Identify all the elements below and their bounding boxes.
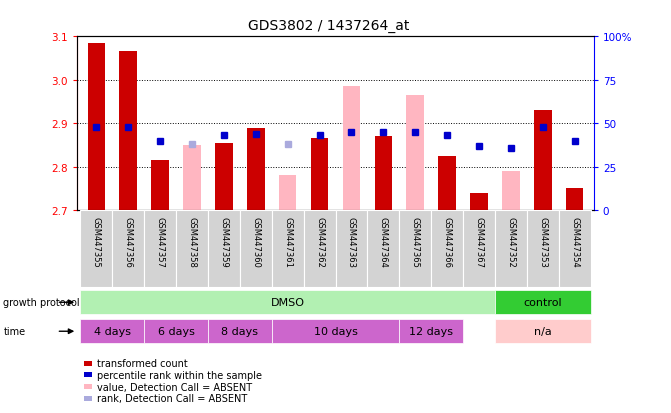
Text: GSM447362: GSM447362 — [315, 217, 324, 268]
Text: GSM447356: GSM447356 — [123, 217, 133, 268]
Bar — [343, 87, 360, 211]
Text: 4 days: 4 days — [94, 326, 131, 337]
Bar — [438, 157, 456, 211]
Text: GSM447360: GSM447360 — [251, 217, 260, 268]
Bar — [272, 319, 399, 344]
Text: GDS3802 / 1437264_at: GDS3802 / 1437264_at — [248, 19, 409, 33]
Text: n/a: n/a — [534, 326, 552, 337]
Bar — [81, 319, 144, 344]
Text: transformed count: transformed count — [97, 358, 188, 368]
Text: GSM447354: GSM447354 — [570, 217, 579, 267]
Bar — [502, 172, 519, 211]
Text: GSM447363: GSM447363 — [347, 217, 356, 268]
Bar — [527, 211, 559, 287]
Text: GSM447365: GSM447365 — [411, 217, 420, 268]
Text: GSM447359: GSM447359 — [219, 217, 228, 267]
Bar — [112, 211, 144, 287]
Bar — [399, 211, 431, 287]
Bar — [399, 319, 463, 344]
Text: value, Detection Call = ABSENT: value, Detection Call = ABSENT — [97, 382, 252, 392]
Bar — [311, 139, 328, 211]
Bar — [279, 176, 297, 211]
Text: GSM447353: GSM447353 — [538, 217, 548, 268]
Text: DMSO: DMSO — [270, 297, 305, 308]
Bar — [215, 143, 233, 211]
Bar — [247, 128, 264, 211]
Bar — [272, 211, 303, 287]
Bar — [407, 96, 424, 211]
Text: 8 days: 8 days — [221, 326, 258, 337]
Bar — [144, 319, 208, 344]
Bar — [81, 290, 495, 315]
Bar — [431, 211, 463, 287]
Text: 10 days: 10 days — [313, 326, 358, 337]
Bar — [144, 211, 176, 287]
Bar — [495, 290, 590, 315]
Text: rank, Detection Call = ABSENT: rank, Detection Call = ABSENT — [97, 393, 248, 403]
Bar — [81, 211, 112, 287]
Bar — [470, 193, 488, 211]
Bar — [495, 211, 527, 287]
Text: GSM447357: GSM447357 — [156, 217, 164, 268]
Text: GSM447364: GSM447364 — [379, 217, 388, 268]
Bar — [119, 52, 137, 211]
Text: time: time — [3, 326, 25, 337]
Text: 12 days: 12 days — [409, 326, 453, 337]
Text: GSM447367: GSM447367 — [474, 217, 484, 268]
Bar — [374, 137, 392, 211]
Bar — [240, 211, 272, 287]
Bar — [495, 319, 590, 344]
Bar — [208, 319, 272, 344]
Bar — [303, 211, 336, 287]
Bar — [152, 161, 169, 211]
Text: 6 days: 6 days — [158, 326, 195, 337]
Bar — [566, 189, 584, 211]
Bar — [463, 211, 495, 287]
Bar — [534, 111, 552, 211]
Bar — [183, 146, 201, 211]
Bar — [368, 211, 399, 287]
Bar — [87, 44, 105, 211]
Bar — [336, 211, 368, 287]
Bar — [559, 211, 590, 287]
Text: GSM447366: GSM447366 — [443, 217, 452, 268]
Bar — [208, 211, 240, 287]
Text: growth protocol: growth protocol — [3, 297, 80, 308]
Text: control: control — [523, 297, 562, 308]
Text: GSM447358: GSM447358 — [187, 217, 197, 268]
Text: GSM447361: GSM447361 — [283, 217, 292, 268]
Text: GSM447355: GSM447355 — [92, 217, 101, 267]
Bar — [176, 211, 208, 287]
Text: GSM447352: GSM447352 — [507, 217, 515, 267]
Text: percentile rank within the sample: percentile rank within the sample — [97, 370, 262, 380]
